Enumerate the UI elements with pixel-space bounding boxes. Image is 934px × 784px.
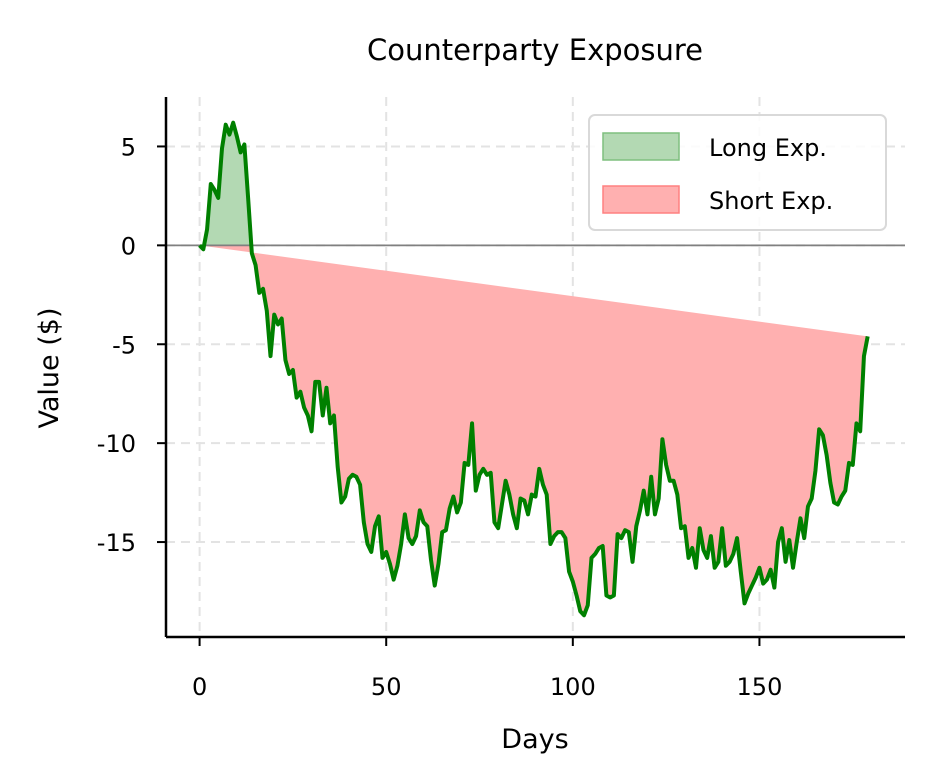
y-tick-label: 0 (121, 232, 136, 260)
exposure-line (198, 120, 870, 618)
legend-swatch-long (602, 132, 680, 161)
x-ticks: 0 50 100 150 (192, 637, 782, 701)
y-axis-label: Value ($) (34, 308, 65, 429)
y-tick-label: -15 (97, 529, 136, 557)
x-tick-label: 50 (371, 673, 402, 701)
exposure-path (198, 120, 870, 618)
exposure-fills (199, 122, 868, 616)
legend-label-long: Long Exp. (709, 134, 827, 162)
x-tick-label: 100 (550, 673, 596, 701)
chart-title: Counterparty Exposure (367, 33, 703, 67)
x-tick-label: 0 (192, 673, 207, 701)
x-tick-label: 150 (737, 673, 783, 701)
y-ticks: 5 0 -5 -10 -15 (97, 133, 166, 557)
y-tick-label: -5 (112, 331, 136, 359)
legend-swatch-short (602, 185, 680, 214)
short-exposure-area (199, 245, 868, 616)
x-axis-label: Days (501, 724, 568, 755)
y-tick-label: -10 (97, 430, 136, 458)
axes (164, 97, 905, 639)
y-tick-label: 5 (121, 133, 136, 161)
legend: Long Exp. Short Exp. (588, 114, 887, 231)
legend-label-short: Short Exp. (709, 187, 833, 215)
